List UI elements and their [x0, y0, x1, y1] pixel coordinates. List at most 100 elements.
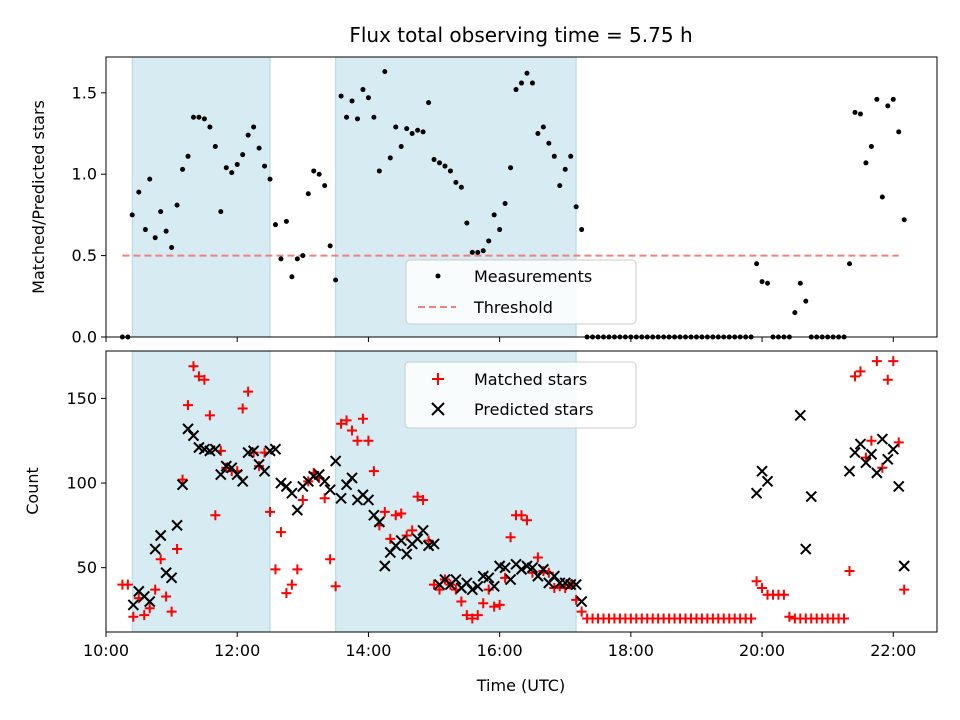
- measurement-point-12: [185, 153, 191, 159]
- measurement-point-33: [300, 253, 306, 259]
- matched-stars-point-4: [139, 610, 150, 621]
- matched-stars-point-54: [412, 491, 423, 502]
- predicted-stars-point-4: [149, 543, 161, 555]
- predicted-stars-point-97: [887, 443, 899, 455]
- predicted-stars-point-96: [882, 453, 894, 466]
- predicted-stars-point-16: [215, 468, 227, 481]
- measurement-point-63: [464, 220, 470, 226]
- predicted-stars-point-89: [843, 465, 856, 477]
- measurement-point-4: [142, 227, 148, 233]
- matched-stars-point-6: [150, 584, 161, 595]
- predicted-stars-point-93: [865, 448, 878, 460]
- predicted-stars-point-81: [570, 578, 582, 591]
- measurement-point-22: [240, 152, 246, 158]
- matched-stars-point-42: [347, 425, 358, 436]
- x-tick-label-0: 10:00: [83, 641, 129, 660]
- measurement-point-18: [218, 209, 224, 215]
- predicted-stars-point-95: [876, 433, 889, 445]
- matched-stars-point-66: [478, 598, 489, 609]
- matched-stars-point-39: [330, 581, 341, 592]
- x-tick-label-2: 14:00: [345, 641, 391, 660]
- matched-stars-point-38: [325, 554, 336, 565]
- measurement-point-30: [283, 218, 289, 224]
- matched-stars-point-76: [532, 552, 543, 563]
- matched-stars-point-69: [494, 599, 505, 610]
- measurement-point-49: [387, 155, 393, 161]
- matched-stars-point-49: [385, 533, 396, 544]
- predicted-stars-point-66: [488, 580, 500, 593]
- x-tick-label-1: 12:00: [214, 641, 260, 660]
- matched-stars-point-134: [849, 371, 860, 382]
- top-y-tick-label-1: 0.5: [72, 246, 97, 265]
- bottom-legend: Matched stars Predicted stars: [404, 361, 637, 429]
- measurement-point-69: [497, 227, 503, 233]
- matched-stars-point-140: [882, 374, 893, 385]
- matched-stars-point-45: [363, 435, 374, 446]
- measurement-point-118: [765, 280, 771, 286]
- measurement-point-80: [557, 183, 563, 189]
- measurement-point-64: [469, 249, 475, 255]
- measurement-point-138: [874, 96, 880, 102]
- matched-stars-point-17: [210, 510, 221, 521]
- legend-predicted-marker: [431, 402, 445, 416]
- predicted-stars-point-83: [750, 487, 763, 499]
- matched-stars-point-5: [144, 603, 155, 614]
- bottom-panel: 50 100 150 10:00 12:00 14:00 16:00 18:00 20:00 2…: [23, 350, 938, 695]
- measurement-point-51: [398, 144, 404, 150]
- measurement-point-19: [223, 165, 229, 171]
- measurement-point-40: [338, 93, 344, 99]
- measurement-point-15: [201, 116, 207, 122]
- matched-stars-point-11: [177, 474, 188, 485]
- predicted-stars-point-0: [127, 599, 140, 611]
- matched-stars-point-116: [751, 576, 762, 587]
- matched-stars-point-13: [188, 361, 199, 372]
- legend-measurements-marker: [435, 273, 441, 279]
- matched-stars-point-1: [122, 579, 133, 590]
- measurement-point-68: [491, 212, 497, 218]
- measurement-point-9: [169, 244, 175, 250]
- measurement-point-25: [256, 145, 262, 151]
- measurement-point-78: [546, 140, 552, 146]
- measurement-point-5: [147, 176, 153, 182]
- matched-stars-point-50: [390, 510, 401, 521]
- predicted-stars-point-11: [187, 429, 200, 442]
- measurement-point-133: [847, 261, 853, 267]
- predicted-stars-point-3: [144, 595, 156, 608]
- matched-stars-point-137: [866, 435, 877, 446]
- predicted-stars-point-90: [849, 446, 861, 459]
- matched-stars-point-32: [292, 564, 303, 575]
- bottom-y-axis-label: Count: [23, 467, 42, 515]
- predicted-stars-point-55: [428, 538, 440, 550]
- measurement-point-73: [519, 80, 524, 86]
- matched-stars-point-65: [472, 610, 483, 621]
- predicted-stars-point-94: [871, 467, 883, 479]
- measurement-point-142: [896, 129, 902, 135]
- measurement-point-34: [305, 191, 311, 197]
- measurement-point-139: [879, 194, 885, 200]
- top-panel-title: Flux total observing time = 5.75 h: [349, 23, 692, 47]
- measurement-point-50: [393, 124, 399, 130]
- measurement-point-3: [136, 189, 142, 195]
- measurement-point-116: [754, 261, 760, 267]
- measurement-point-55: [420, 129, 426, 135]
- matched-stars-point-8: [161, 591, 172, 602]
- measurement-point-11: [180, 166, 186, 172]
- matched-stars-point-57: [429, 579, 440, 590]
- predicted-stars-point-49: [395, 534, 407, 547]
- matched-stars-point-51: [396, 508, 407, 519]
- measurement-point-74: [524, 70, 530, 76]
- predicted-stars-point-8: [171, 519, 183, 532]
- predicted-stars-point-46: [379, 560, 391, 572]
- measurement-point-54: [415, 127, 421, 133]
- matched-stars-point-58: [434, 584, 445, 595]
- x-tick-label-6: 22:00: [870, 641, 916, 660]
- predicted-stars-point-73: [526, 561, 539, 574]
- predicted-stars-point-99: [898, 560, 910, 572]
- matched-stars-point-143: [899, 584, 910, 595]
- x-tick-label-3: 16:00: [477, 641, 523, 660]
- predicted-stars-point-84: [756, 465, 768, 477]
- measurement-point-117: [759, 279, 765, 285]
- top-panel: Flux total observing time = 5.75 h 0.00.…: [29, 23, 938, 347]
- predicted-stars-point-68: [499, 561, 511, 574]
- predicted-stars-point-15: [209, 443, 222, 455]
